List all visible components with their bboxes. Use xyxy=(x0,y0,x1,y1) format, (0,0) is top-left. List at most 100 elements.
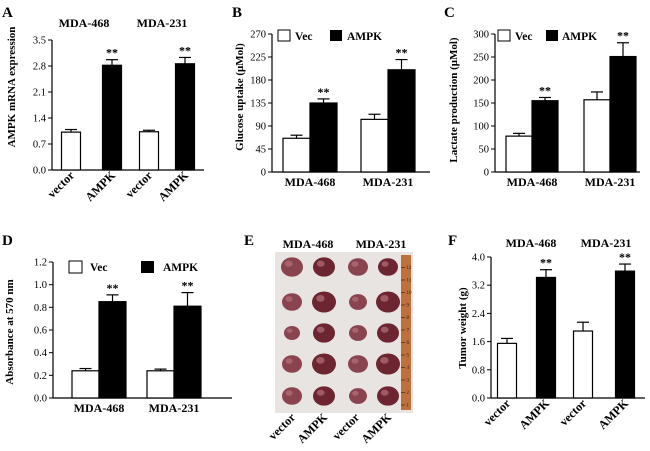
panel-c-ytick-label: 200 xyxy=(473,76,489,87)
panel-d-category-label: MDA-231 xyxy=(149,401,200,415)
panel-d-ylabel: Absorbance at 570 nm xyxy=(4,279,16,384)
panel-d-plot: 0.0 0.2 0.4 0.6 0.8 1.0 1.2 ** MDA-468 ** MDA-231 xyxy=(34,258,232,415)
panel-f-category-label: AMPK xyxy=(516,396,552,432)
panel-c-ytick-label: 0 xyxy=(484,168,489,179)
panel-f-significance: ** xyxy=(540,256,552,270)
panel-d-ytick-label: 0.0 xyxy=(34,394,47,405)
ruler-number: 4 xyxy=(407,366,410,371)
panel-f-significance: ** xyxy=(619,250,631,264)
panel-b-ytick-label: 90 xyxy=(256,122,267,133)
panel-c-ytick-label: 250 xyxy=(473,53,489,64)
tumor-highlight xyxy=(352,390,359,396)
panel-b-category-label: MDA-231 xyxy=(363,175,414,189)
ruler-number: 7 xyxy=(407,329,410,334)
panel-f-ytick-label: 1.6 xyxy=(472,337,485,348)
panel-c-ytick-label: 50 xyxy=(479,145,490,156)
panel-f-bar-4 xyxy=(614,270,636,399)
panel-a-bar-3 xyxy=(138,131,160,171)
panel-a-title-468: MDA-468 xyxy=(59,16,110,30)
panel-f-ytick-label: 2.4 xyxy=(472,309,486,320)
panel-d-ytick-label: 1.2 xyxy=(34,258,47,269)
panel-d-legend-ampk: AMPK xyxy=(163,262,198,274)
panel-c-ytick-label: 100 xyxy=(473,122,489,133)
tumor-highlight xyxy=(286,328,293,333)
panel-a-ytick-label: 2.8 xyxy=(33,62,46,73)
panel-d-ytick-label: 1.0 xyxy=(34,280,47,291)
panel-f: F Tumor weight (g) MDA-468 MDA-231 0.0 0.… xyxy=(448,233,645,432)
panel-e-lane-label: vector xyxy=(330,410,363,443)
panel-c-bar-vec-1 xyxy=(505,135,533,173)
panel-b-significance: ** xyxy=(318,85,330,99)
tumor xyxy=(282,355,302,373)
panel-a-ytick-label: 2.1 xyxy=(33,88,46,99)
panel-e-title-231: MDA-231 xyxy=(356,237,407,251)
ruler-number: 2 xyxy=(407,391,410,396)
panel-f-ytick-label: 0.0 xyxy=(472,394,485,405)
panel-f-bar-3 xyxy=(572,330,594,399)
tumor-highlight xyxy=(316,326,325,333)
panel-b-bar-vec-1 xyxy=(282,137,311,173)
tumor xyxy=(376,291,400,313)
panel-d-bar-vec-1 xyxy=(71,370,100,399)
panel-a: A AMPK mRNA expression MDA-468 MDA-231 0… xyxy=(2,5,204,204)
tumor xyxy=(282,387,302,405)
panel-f-ytick-label: 4.0 xyxy=(472,253,485,264)
panel-f-ytick-label: 0.8 xyxy=(472,365,485,376)
panel-a-significance: ** xyxy=(106,46,118,60)
panel-a-ytick-label: 0.0 xyxy=(33,166,46,177)
panel-b-legend-vec-swatch xyxy=(277,29,291,42)
panel-b-ylabel: Glucose uptake (μMol) xyxy=(234,43,246,151)
panel-e-lane-label: vector xyxy=(266,410,299,443)
panel-b-legend-vec: Vec xyxy=(295,31,312,43)
panel-f-title-468: MDA-468 xyxy=(506,236,557,250)
tumor-highlight xyxy=(380,389,389,396)
panel-b-legend-ampk: AMPK xyxy=(347,31,382,43)
panel-d-significance: ** xyxy=(182,279,194,293)
panel-c-legend-vec-swatch xyxy=(497,29,511,42)
panel-f-ylabel: Tumor weight (g) xyxy=(457,287,469,369)
tumor xyxy=(349,325,367,341)
panel-c-bar-vec-2 xyxy=(583,99,611,173)
panel-b-plot: 0 45 90 135 180 225 270 ** MDA-468 ** MDA-231 xyxy=(250,30,430,189)
panel-a-ytick-label: 1.4 xyxy=(33,114,47,125)
tumor-highlight xyxy=(284,260,293,267)
panel-b-bar-vec-2 xyxy=(360,118,389,173)
panel-d-legend-vec-swatch xyxy=(68,260,83,274)
panel-d-significance: ** xyxy=(107,281,119,295)
panel-f-letter: F xyxy=(448,233,457,249)
ruler-number: 6 xyxy=(407,341,410,346)
panel-b-legend-ampk-swatch xyxy=(330,30,342,41)
panel-d-bar-vec-2 xyxy=(146,370,175,399)
tumor-highlight xyxy=(380,357,389,364)
panel-f-bar-1 xyxy=(496,342,518,399)
panel-d-category-label: MDA-468 xyxy=(74,401,125,415)
panel-d-ytick-label: 0.6 xyxy=(34,326,47,337)
tumor xyxy=(376,353,400,375)
tumor-highlight xyxy=(380,295,389,302)
tumor xyxy=(312,353,336,375)
tumor xyxy=(313,386,335,406)
ruler xyxy=(401,255,411,410)
panel-f-bar-2 xyxy=(535,276,557,399)
ruler-number: 1 xyxy=(407,404,410,409)
ruler-number: 8 xyxy=(407,316,410,321)
panel-b-ytick-label: 270 xyxy=(250,30,266,41)
panel-b-ytick-label: 135 xyxy=(250,99,266,110)
tumor xyxy=(312,291,336,313)
tumor-highlight xyxy=(285,358,293,364)
panel-a-ytick-label: 0.7 xyxy=(33,140,46,151)
panel-a-category-label: AMPK xyxy=(82,168,118,204)
panel-c-ylabel: Lactate production (μMol) xyxy=(448,37,460,163)
panel-c-ytick-label: 300 xyxy=(473,30,489,41)
panel-f-title-231: MDA-231 xyxy=(581,236,632,250)
tumor-highlight xyxy=(316,295,325,302)
panel-e-lane-label: AMPK xyxy=(358,410,394,446)
panel-d-legend-vec: Vec xyxy=(90,262,107,274)
tumor-highlight xyxy=(285,296,293,302)
tumor-highlight xyxy=(380,326,389,333)
tumor-photo xyxy=(281,257,400,406)
